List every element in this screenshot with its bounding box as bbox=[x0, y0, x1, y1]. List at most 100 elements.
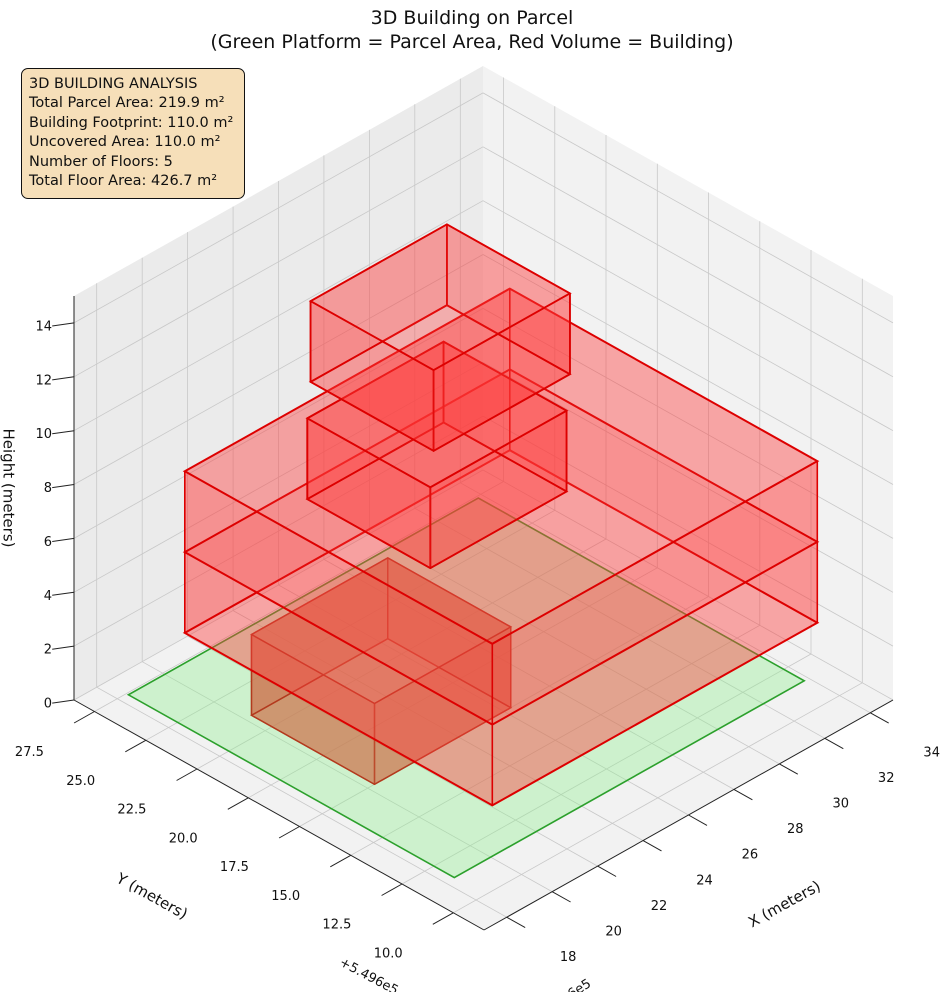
chart-title: 3D Building on Parcel (Green Platform = … bbox=[0, 6, 944, 54]
y-tick-label: 17.5 bbox=[220, 860, 249, 875]
grid-line-z-right-wall bbox=[482, 415, 894, 647]
z-tick-label: 4 bbox=[44, 589, 52, 604]
info-box-heading: 3D BUILDING ANALYSIS bbox=[29, 76, 198, 92]
x-tick bbox=[733, 788, 753, 801]
info-box: 3D BUILDING ANALYSIS Total Parcel Area: … bbox=[21, 68, 245, 200]
x-tick-label: 22 bbox=[651, 899, 668, 914]
x-tick-label: 34 bbox=[923, 746, 940, 761]
x-tick bbox=[688, 814, 708, 826]
z-tick bbox=[52, 591, 75, 596]
y-tick bbox=[73, 711, 95, 724]
x-tick-label: 20 bbox=[605, 924, 622, 939]
grid-line-y-floor bbox=[196, 538, 607, 770]
x-tick bbox=[551, 891, 571, 903]
x-tick bbox=[597, 865, 617, 877]
x-tick bbox=[506, 916, 526, 929]
grid-line-z-left-wall bbox=[73, 146, 484, 378]
grid-line-z-right-wall bbox=[482, 146, 894, 378]
grid-line-z-right-wall bbox=[482, 254, 894, 485]
y-tick-label: 10.0 bbox=[374, 947, 403, 962]
grid-line-y-floor bbox=[401, 653, 812, 885]
y-tick-label: 15.0 bbox=[271, 889, 300, 904]
x-tick bbox=[870, 712, 889, 724]
grid-line-x-floor bbox=[96, 686, 507, 918]
grid-line-z-left-wall bbox=[73, 92, 484, 324]
grid-line-z-left-wall bbox=[73, 415, 484, 647]
building-footprint-volume-top-face bbox=[250, 557, 513, 705]
building-footprint-volume-bottom-face bbox=[250, 637, 513, 786]
grid-line-z-left-wall bbox=[73, 254, 484, 485]
z-tick-label: 2 bbox=[44, 643, 52, 658]
grid-line-z-left-wall bbox=[73, 361, 484, 593]
x-tick-label: 26 bbox=[742, 848, 759, 863]
back-right-pane bbox=[483, 66, 893, 700]
y-tick-label: 27.5 bbox=[15, 745, 44, 760]
chart-title-line-1: 3D Building on Parcel bbox=[370, 7, 574, 29]
z-tick bbox=[52, 645, 75, 650]
z-tick-label: 14 bbox=[35, 319, 52, 334]
y-tick bbox=[176, 768, 198, 781]
y-tick-label: 20.0 bbox=[169, 832, 198, 847]
chart-marks bbox=[126, 223, 820, 879]
info-box-line: Total Parcel Area: 219.9 m² bbox=[29, 95, 225, 112]
x-tick-label: 32 bbox=[878, 771, 895, 786]
grid-line-x-floor bbox=[142, 661, 553, 893]
z-axis-label: Height (meters) bbox=[0, 429, 18, 548]
building-floor-box-2-top-face bbox=[308, 223, 572, 372]
grid-line-x-floor bbox=[460, 482, 871, 714]
building-floor-box-1 bbox=[305, 340, 569, 570]
grid-line-z-right-wall bbox=[482, 469, 894, 701]
x-tick-label: 28 bbox=[787, 822, 804, 837]
chart-title-line-2: (Green Platform = Parcel Area, Red Volum… bbox=[210, 31, 734, 53]
x-tick bbox=[779, 763, 799, 775]
info-box-line: Uncovered Area: 110.0 m² bbox=[29, 134, 221, 151]
z-tick bbox=[52, 376, 75, 381]
grid-line-z-left-wall bbox=[73, 308, 484, 539]
y-tick-label: 22.5 bbox=[117, 803, 146, 818]
x-tick bbox=[642, 840, 662, 852]
info-box-line: Total Floor Area: 426.7 m² bbox=[29, 173, 218, 190]
grid-line-y-floor bbox=[453, 682, 863, 914]
z-tick-label: 0 bbox=[44, 697, 52, 712]
z-tick-label: 12 bbox=[35, 373, 52, 388]
z-tick bbox=[52, 322, 75, 327]
grid-line-y-floor bbox=[350, 624, 760, 856]
grid-line-z-right-wall bbox=[482, 92, 894, 324]
building-floor-box-2-bottom-face bbox=[308, 304, 572, 452]
grid-line-x-floor bbox=[414, 507, 825, 739]
z-tick-label: 6 bbox=[44, 535, 52, 550]
y-tick-label: 12.5 bbox=[322, 918, 351, 933]
x-tick bbox=[824, 737, 844, 750]
x-tick-label: 24 bbox=[696, 873, 713, 888]
y-tick bbox=[330, 854, 352, 868]
z-tick bbox=[52, 484, 75, 489]
building-footprint-volume bbox=[250, 557, 513, 786]
y-axis-label: Y (meters) bbox=[112, 869, 190, 923]
building-floor-box-1-top-face bbox=[305, 340, 569, 489]
x-tick-label: 18 bbox=[560, 950, 577, 965]
z-tick bbox=[52, 430, 75, 435]
grid-line-z-right-wall bbox=[482, 200, 894, 432]
z-tick bbox=[52, 699, 75, 704]
building-floor-box-2 bbox=[308, 223, 572, 452]
y-tick bbox=[278, 826, 300, 839]
building-floor-box-1-bottom-face bbox=[305, 421, 569, 570]
grid-line-y-floor bbox=[94, 481, 504, 712]
y-tick bbox=[227, 797, 249, 810]
info-box-line: Building Footprint: 110.0 m² bbox=[29, 114, 234, 131]
y-tick bbox=[432, 912, 454, 925]
x-axis-label: X (meters) bbox=[745, 877, 823, 931]
z-tick-label: 8 bbox=[44, 481, 52, 496]
building-floors bbox=[182, 287, 820, 807]
grid-line-z-right-wall bbox=[482, 308, 894, 539]
grid-line-z-right-wall bbox=[482, 361, 894, 593]
y-tick bbox=[381, 883, 403, 896]
y-tick bbox=[125, 739, 147, 753]
x-tick-label: 30 bbox=[833, 797, 850, 812]
y-tick-label: 25.0 bbox=[66, 774, 95, 789]
x-offset-text: +1.926e5 bbox=[532, 976, 595, 992]
info-box-line: Number of Floors: 5 bbox=[29, 153, 173, 170]
z-tick bbox=[52, 537, 75, 542]
z-tick-label: 10 bbox=[35, 427, 52, 442]
